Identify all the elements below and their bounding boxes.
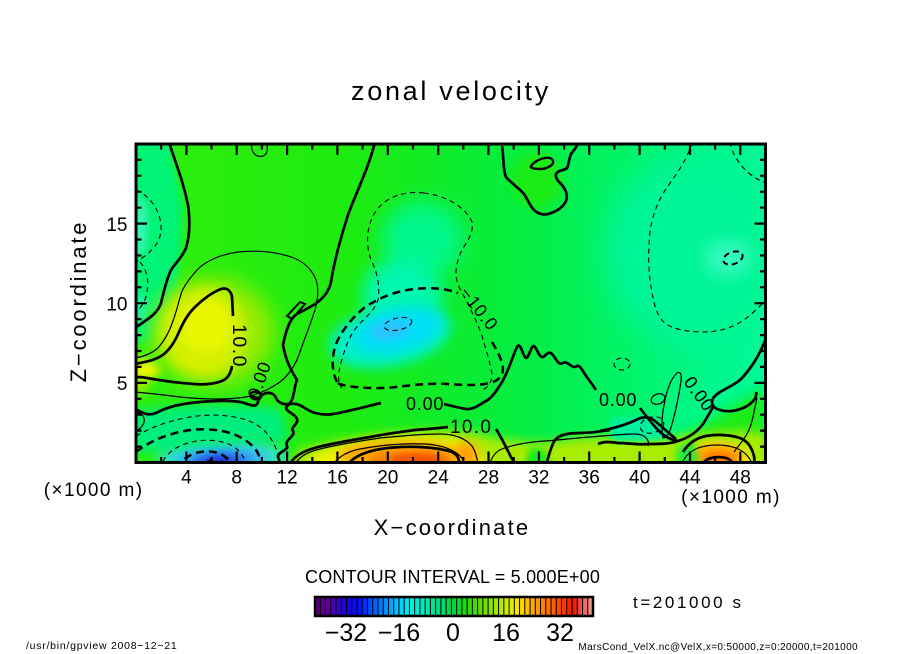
svg-text:32: 32 <box>528 468 549 489</box>
svg-text:CONTOUR INTERVAL = 5.000E+00: CONTOUR INTERVAL = 5.000E+00 <box>305 567 600 587</box>
svg-text:(×1000 m): (×1000 m) <box>681 487 781 508</box>
svg-text:20: 20 <box>377 468 398 489</box>
svg-text:−32: −32 <box>325 619 367 647</box>
svg-text:t=201000 s: t=201000 s <box>633 593 744 612</box>
svg-text:4: 4 <box>181 468 192 489</box>
svg-text:10.0: 10.0 <box>450 417 492 438</box>
svg-text:48: 48 <box>730 468 751 489</box>
svg-text:8: 8 <box>231 468 242 489</box>
svg-text:X−coordinate: X−coordinate <box>374 515 531 540</box>
svg-text:−16: −16 <box>378 619 420 647</box>
svg-text:(×1000 m): (×1000 m) <box>44 480 144 501</box>
svg-text:0.00: 0.00 <box>599 390 637 410</box>
svg-text:32: 32 <box>546 619 574 647</box>
svg-text:12: 12 <box>277 468 298 489</box>
svg-text:0.00: 0.00 <box>406 394 444 414</box>
svg-text:44: 44 <box>679 468 701 489</box>
svg-text:zonal velocity: zonal velocity <box>351 76 551 106</box>
svg-text:28: 28 <box>478 468 499 489</box>
svg-text:10: 10 <box>106 295 127 316</box>
svg-text:MarsCond_VelX.nc@VelX,x=0:5000: MarsCond_VelX.nc@VelX,x=0:50000,z=0:2000… <box>578 642 858 653</box>
svg-text:/usr/bin/gpview 2008−12−21: /usr/bin/gpview 2008−12−21 <box>26 640 177 652</box>
svg-text:0: 0 <box>446 619 460 647</box>
svg-text:10.0: 10.0 <box>228 324 250 368</box>
svg-text:24: 24 <box>428 468 450 489</box>
svg-text:15: 15 <box>106 215 127 236</box>
svg-text:40: 40 <box>629 468 650 489</box>
svg-text:16: 16 <box>492 619 520 647</box>
svg-text:Z−coordinate: Z−coordinate <box>66 220 91 383</box>
svg-text:36: 36 <box>579 468 600 489</box>
svg-text:5: 5 <box>117 374 128 395</box>
svg-text:16: 16 <box>327 468 348 489</box>
